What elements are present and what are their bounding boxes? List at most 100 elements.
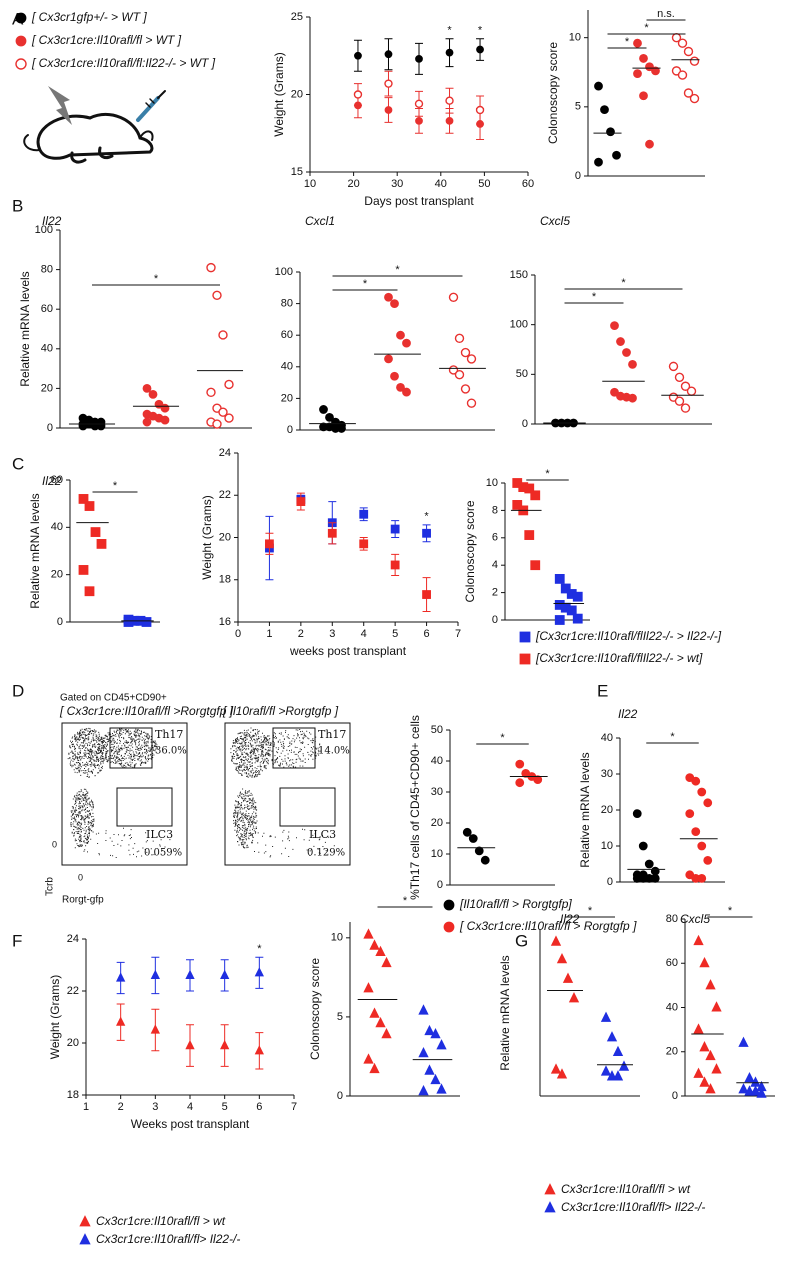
point xyxy=(224,379,234,390)
chart-title: Il22 xyxy=(618,707,638,721)
y-tick-label: 40 xyxy=(431,755,443,767)
point xyxy=(711,1001,722,1012)
point xyxy=(633,69,642,79)
y-axis-label: Colonoscopy score xyxy=(546,42,560,144)
point xyxy=(418,1084,429,1096)
y-tick-label: 15 xyxy=(291,166,303,178)
point xyxy=(445,96,454,105)
chart: 0 10 20 30 40 Relative mRNA levels Il22 * xyxy=(578,707,725,888)
point xyxy=(396,382,405,392)
y-tick-label: 24 xyxy=(219,447,231,459)
point xyxy=(756,1087,767,1098)
point xyxy=(424,1024,435,1036)
point xyxy=(566,605,577,616)
point xyxy=(116,972,126,982)
point xyxy=(15,35,27,47)
point xyxy=(638,874,648,883)
point xyxy=(610,321,619,331)
point xyxy=(744,1072,755,1083)
y-axis-label: Relative mRNA levels xyxy=(498,955,512,1070)
point xyxy=(15,58,27,70)
x-tick-label: 6 xyxy=(256,1101,262,1113)
point xyxy=(424,1064,435,1075)
significance-label: n.s. xyxy=(657,8,675,20)
point xyxy=(691,776,701,786)
point xyxy=(422,590,431,599)
point xyxy=(384,79,393,88)
point xyxy=(705,1083,716,1094)
point xyxy=(612,1045,624,1057)
x-tick-label: 4 xyxy=(361,628,367,640)
y-tick-label: 18 xyxy=(67,1089,79,1101)
point xyxy=(363,982,374,993)
y-axis-label: Weight (Grams) xyxy=(48,975,62,1059)
point xyxy=(639,91,648,101)
significance-label: * xyxy=(588,905,593,917)
point xyxy=(79,1233,91,1245)
point xyxy=(476,45,484,54)
point xyxy=(254,967,264,977)
y-axis-label: Relative mRNA levels xyxy=(28,493,42,608)
point xyxy=(612,1070,624,1081)
flow-y-label: Tcrb xyxy=(45,877,56,896)
y-tick-label: 0 xyxy=(437,879,443,891)
point xyxy=(556,952,568,964)
y-tick-label: 10 xyxy=(569,32,581,44)
point xyxy=(683,88,694,98)
point xyxy=(384,106,393,114)
panel-letter: E xyxy=(597,681,608,700)
x-tick-label: 5 xyxy=(392,628,398,640)
x-tick-label: 50 xyxy=(478,178,490,190)
chart: 15 20 25 Weight (Grams) 10 20 30 40 50 60 Days pos… xyxy=(272,11,534,208)
point xyxy=(78,494,89,504)
point xyxy=(554,574,565,584)
y-tick-label: 6 xyxy=(492,532,498,544)
y-tick-label: 0 xyxy=(47,422,53,434)
point xyxy=(622,348,631,357)
legend-label: Cx3cr1cre:Il10rafl/fl> Il22-/- xyxy=(561,1200,705,1214)
point xyxy=(650,866,660,876)
x-tick-label: 30 xyxy=(391,178,403,190)
y-tick-label: 20 xyxy=(41,382,53,394)
point xyxy=(206,262,216,273)
flow-events xyxy=(67,727,171,858)
point xyxy=(738,1036,749,1047)
point xyxy=(600,1011,612,1022)
point xyxy=(150,1024,160,1034)
point xyxy=(384,354,393,364)
point xyxy=(381,956,392,968)
y-tick-label: 24 xyxy=(67,933,79,945)
point xyxy=(384,50,393,59)
y-tick-label: 5 xyxy=(337,1011,343,1023)
significance-label: * xyxy=(625,36,630,48)
significance-label: * xyxy=(592,291,597,303)
chart: 0 20 40 60 80 Cxcl5 * xyxy=(666,905,775,1102)
chart-title: Il22 xyxy=(42,474,62,488)
point xyxy=(519,653,531,665)
point xyxy=(697,787,707,797)
point xyxy=(430,1028,441,1039)
point xyxy=(738,1083,749,1094)
point xyxy=(369,1007,380,1018)
point xyxy=(677,38,688,48)
flow-title: [ Cx3cr1cre:Il10rafl/fl >Rorgtgfp ] xyxy=(59,704,234,718)
point xyxy=(84,586,95,597)
point xyxy=(628,359,637,369)
flow-gate: Gated on CD45+CD90+ xyxy=(60,693,167,704)
significance-label: * xyxy=(644,22,649,34)
point xyxy=(572,591,583,602)
point xyxy=(445,116,454,125)
y-tick-label: 30 xyxy=(431,786,443,798)
point xyxy=(325,412,334,422)
point xyxy=(402,387,411,397)
y-tick-label: 100 xyxy=(35,224,53,236)
point xyxy=(296,497,306,506)
x-axis-label: Days post transplant xyxy=(364,194,474,208)
point xyxy=(697,841,707,851)
point xyxy=(327,528,337,538)
point xyxy=(15,12,27,24)
point xyxy=(90,527,101,537)
x-tick-label: 7 xyxy=(291,1101,297,1113)
chart: 0 20 40 60 80 100 Relative mRNA levels Il22 * xyxy=(18,214,252,434)
gate-label: Th17 xyxy=(318,728,346,741)
